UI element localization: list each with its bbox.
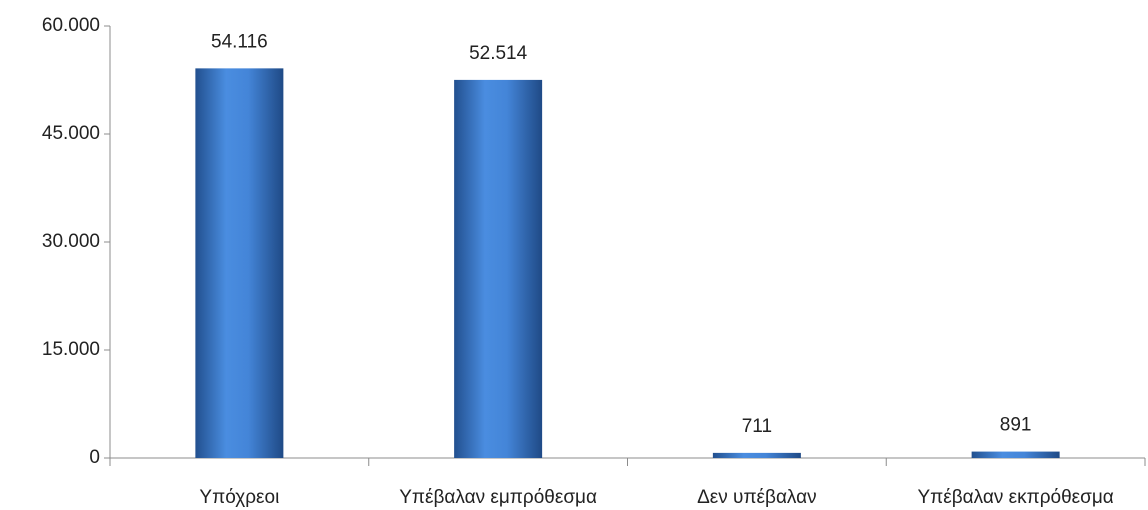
y-tick-label: 15.000 [42, 339, 100, 360]
x-tick-label: Υπέβαλαν εμπρόθεσμα [399, 487, 597, 508]
value-label: 52.514 [469, 43, 528, 64]
x-tick-label: Δεν υπέβαλαν [697, 487, 817, 508]
y-tick-label: 30.000 [42, 231, 100, 252]
y-tick-label: 0 [89, 447, 100, 468]
bar [195, 68, 284, 458]
x-tick-label: Υπέβαλαν εκπρόθεσμα [917, 487, 1113, 508]
bar [971, 451, 1060, 458]
x-tick-label: Υπόχρεοι [199, 487, 279, 508]
value-label: 711 [742, 416, 772, 437]
value-label: 54.116 [211, 31, 268, 52]
y-tick-label: 45.000 [42, 123, 100, 144]
value-label: 891 [1000, 415, 1032, 436]
bar [454, 79, 543, 458]
bar [712, 452, 801, 458]
y-tick-label: 60.000 [42, 15, 100, 36]
